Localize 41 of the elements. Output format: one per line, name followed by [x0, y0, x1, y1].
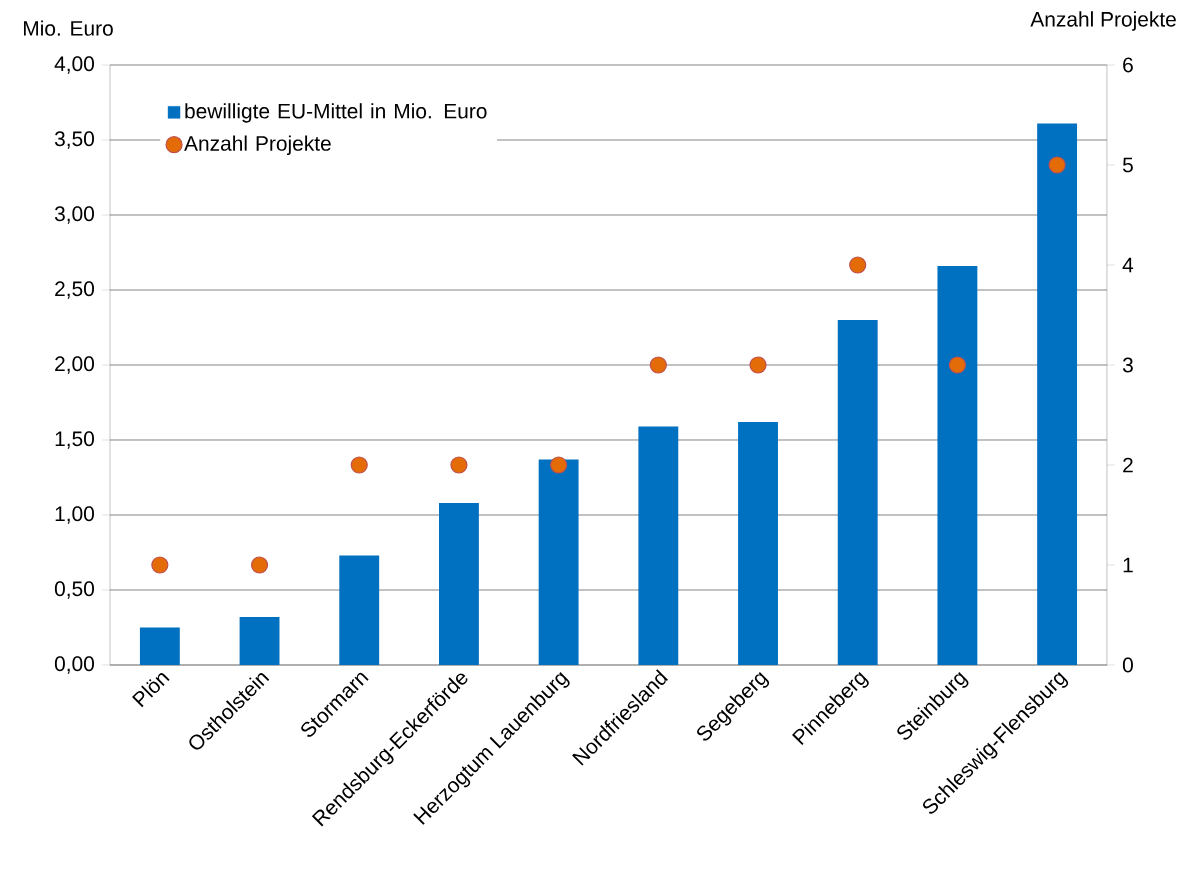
legend-label: Anzahl Projekte: [184, 135, 331, 155]
bar: [239, 617, 280, 665]
bar: [538, 459, 579, 665]
point: [849, 256, 867, 274]
y2-tick-label: 3: [1122, 357, 1133, 373]
bar: [837, 320, 878, 665]
point: [350, 456, 368, 474]
point: [550, 456, 568, 474]
bar: [638, 426, 679, 665]
bar: [738, 422, 778, 665]
y-tick-label: 1,50: [55, 431, 94, 449]
y-tick-label: 4,00: [54, 56, 94, 74]
y-tick-label: 3,50: [54, 131, 94, 149]
point: [151, 556, 169, 574]
y-tick-label: 2,00: [55, 356, 94, 374]
y2-tick-label: 2: [1123, 457, 1133, 473]
bar: [438, 503, 479, 665]
bar: [339, 555, 380, 665]
y-tick-label: 2,50: [55, 281, 94, 299]
y2-tick-label: 0: [1122, 657, 1133, 673]
point: [1048, 156, 1066, 174]
y-tick-label: 3,00: [54, 206, 94, 224]
point: [749, 356, 767, 374]
y2-tick-label: 4: [1122, 257, 1134, 273]
bar: [937, 266, 978, 665]
y-tick-label: 1,00: [55, 506, 94, 524]
point: [450, 456, 468, 474]
y2-tick-label: 6: [1123, 57, 1133, 73]
y2-tick-label: 5: [1122, 157, 1133, 173]
point: [948, 356, 967, 374]
x-tick-label: Plön: [132, 673, 170, 708]
y-tick-label: 0,50: [54, 581, 94, 599]
bar: [139, 627, 180, 665]
point: [649, 356, 667, 374]
y2-tick-label: 1: [1123, 557, 1133, 573]
y-tick-label: 0,00: [54, 656, 94, 674]
bar: [1037, 123, 1078, 665]
y2-axis-title: Anzahl Projekte: [1030, 11, 1176, 31]
point: [250, 556, 269, 574]
y-axis-title: Mio. Euro: [23, 20, 113, 36]
legend-label: bewilligte EU-Mittel in Mio. Euro: [185, 103, 487, 123]
